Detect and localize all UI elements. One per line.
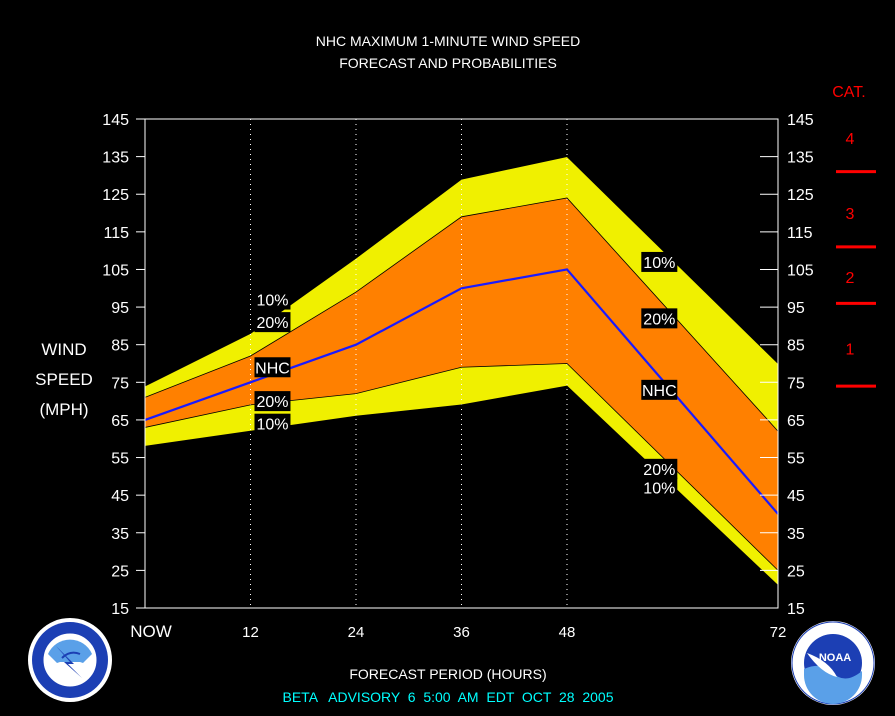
series-label: 10% (641, 477, 678, 498)
chart-title-line2: FORECAST AND PROBABILITIES (339, 55, 557, 71)
noaa-logo: NOAA (791, 621, 875, 705)
series-label-box (254, 413, 291, 434)
series-label-text: NHC (255, 360, 290, 377)
y-tick-label-left: 145 (102, 112, 129, 129)
y-tick-label-left: 15 (111, 601, 129, 618)
y-tick-label-right: 135 (787, 150, 814, 167)
series-label-text: 10% (643, 255, 675, 272)
plot-frame (144, 118, 779, 609)
probability-bands (145, 156, 778, 586)
y-tick-label-left: 45 (111, 488, 129, 505)
series-line-1 (144, 197, 779, 432)
series-label-box (254, 391, 291, 412)
y-tick-label-left: 25 (111, 563, 129, 580)
y-tick-label-right: 45 (787, 488, 805, 505)
series-label-box (641, 458, 678, 479)
series-label-box (254, 289, 291, 310)
category-header: CAT. (832, 84, 865, 101)
y-axis-label-line1: WIND (41, 340, 86, 359)
x-axis: NOW 12 24 36 48 72 (130, 622, 786, 641)
series-label: 20% (641, 458, 678, 479)
series-label-box (254, 357, 291, 378)
series-label: NHC (254, 357, 291, 378)
x-tick-label: 72 (770, 624, 787, 641)
series-label-box (641, 477, 678, 498)
x-axis-label: FORECAST PERIOD (HOURS) (349, 666, 546, 682)
x-tick-label: 24 (348, 624, 365, 641)
series-label-box (641, 308, 678, 329)
x-tick-label: 12 (242, 624, 259, 641)
series-label-text: 20% (643, 311, 675, 328)
series-line-4 (144, 385, 779, 586)
series-line-0 (144, 156, 779, 387)
series-label: NHC (641, 379, 678, 400)
y-tick-label-left: 85 (111, 338, 129, 355)
series-label-text: 20% (256, 394, 288, 411)
series-label: 10% (641, 251, 678, 272)
category-label: 1 (846, 341, 855, 358)
y-axis-left: 15 25 35 45 55 65 75 85 95 105 115 125 135 145 (102, 112, 145, 618)
y-tick-label-right: 95 (787, 300, 805, 317)
series-label-box (641, 251, 678, 272)
series-label: 20% (641, 308, 678, 329)
y-tick-label-right: 25 (787, 563, 805, 580)
y-axis-label-line3: (MPH) (39, 400, 88, 419)
y-tick-label-left: 125 (102, 187, 129, 204)
series-label: 20% (254, 312, 291, 333)
series-label-box (641, 379, 678, 400)
category-label: 4 (846, 131, 855, 148)
y-tick-label-left: 135 (102, 150, 129, 167)
y-tick-label-left: 55 (111, 451, 129, 468)
y-tick-label-right: 105 (787, 262, 814, 279)
series-line-2 (144, 268, 779, 515)
y-tick-label-right: 35 (787, 526, 805, 543)
y-tick-label-left: 65 (111, 413, 129, 430)
series-line-3 (144, 363, 779, 571)
x-tick-label: 48 (559, 624, 576, 641)
series-label: 10% (254, 413, 291, 434)
y-tick-label-right: 115 (787, 225, 813, 242)
y-axis-label-line2: SPEED (35, 370, 93, 389)
series-label: 20% (254, 391, 291, 412)
y-tick-label-left: 115 (103, 225, 129, 242)
series-label-text: 10% (256, 293, 288, 310)
x-tick-label: NOW (130, 622, 172, 641)
saffir-simpson-categories: 4 3 2 1 (836, 131, 876, 388)
category-label: 2 (846, 270, 855, 287)
band-20pct-inner (145, 197, 778, 571)
series-label-text: NHC (642, 383, 677, 400)
series-label-text: 10% (643, 481, 675, 498)
y-axis-right: 15 25 35 45 55 65 75 85 95 105 115 125 135 145 (760, 112, 814, 618)
nws-logo (28, 618, 112, 702)
y-tick-label-right: 145 (787, 112, 814, 129)
series-lines (144, 156, 779, 586)
chart-title-line1: NHC MAXIMUM 1-MINUTE WIND SPEED (316, 33, 580, 49)
y-tick-label-right: 75 (787, 375, 805, 392)
series-label-text: 10% (256, 417, 288, 434)
y-tick-label-right: 15 (787, 601, 805, 618)
category-label: 3 (846, 206, 855, 223)
y-tick-label-right: 125 (787, 187, 814, 204)
series-label-text: 20% (643, 462, 675, 479)
y-tick-label-right: 85 (787, 338, 805, 355)
y-tick-label-right: 55 (787, 451, 805, 468)
y-tick-label-right: 65 (787, 413, 805, 430)
series-label: 10% (254, 289, 291, 310)
series-labels: 10% 20% NHC 20% 10% 10% 20% NHC 20% 10% (254, 251, 678, 498)
y-tick-label-left: 105 (102, 262, 129, 279)
x-tick-label: 36 (453, 624, 470, 641)
y-tick-label-left: 35 (111, 526, 129, 543)
series-label-box (254, 312, 291, 333)
noaa-logo-text: NOAA (819, 652, 851, 664)
series-label-text: 20% (256, 315, 288, 332)
y-tick-label-left: 95 (111, 300, 129, 317)
y-tick-label-left: 75 (111, 375, 129, 392)
advisory-line: BETA ADVISORY 6 5:00 AM EDT OCT 28 2005 (283, 689, 614, 705)
